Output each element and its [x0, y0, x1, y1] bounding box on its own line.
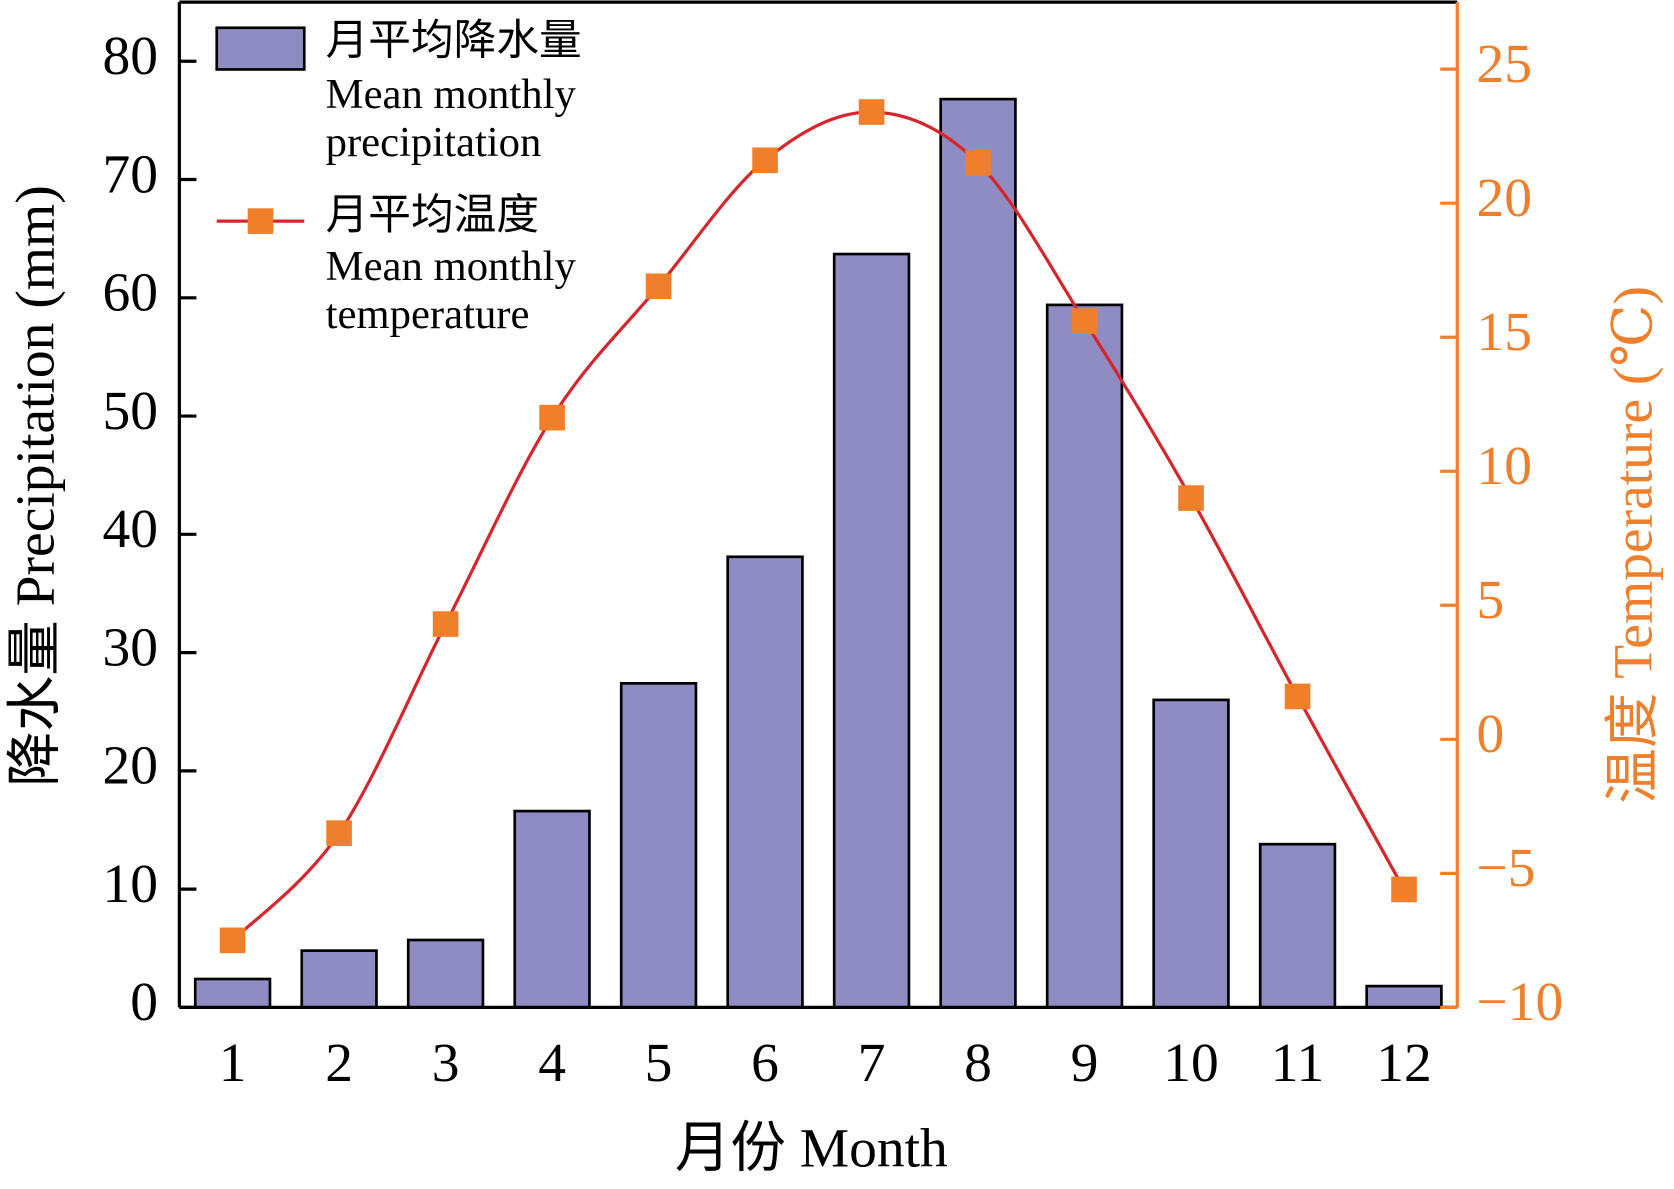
legend-label: 月平均温度 — [326, 192, 539, 239]
x-tick-label: 12 — [1376, 1033, 1431, 1094]
temperature-marker — [1284, 683, 1311, 710]
y2-tick-label: 10 — [1476, 436, 1531, 497]
bar — [193, 977, 272, 1009]
x-tick-label: 4 — [538, 1033, 566, 1094]
y2-axis-title: 温度 Temperature (℃) — [1604, 286, 1665, 804]
temperature-marker — [752, 147, 778, 174]
x-tick-label: 2 — [325, 1033, 353, 1094]
bar — [1258, 842, 1337, 1009]
x-tick-label: 1 — [219, 1033, 247, 1094]
bar — [619, 682, 698, 1009]
bar — [406, 938, 485, 1009]
y2-tick-label: 20 — [1476, 168, 1531, 229]
y2-tick-label: 5 — [1476, 570, 1504, 631]
legend-marker — [247, 208, 274, 234]
x-tick-label: 3 — [432, 1033, 460, 1094]
temperature-marker — [326, 820, 352, 846]
y2-tick-label: 0 — [1476, 704, 1504, 765]
legend-label: precipitation — [326, 119, 542, 166]
y-tick-label: 10 — [103, 854, 158, 915]
y-tick-label: 20 — [103, 736, 158, 797]
x-tick-label: 11 — [1271, 1033, 1324, 1094]
bar — [726, 555, 804, 1009]
x-tick-label: 7 — [858, 1033, 886, 1094]
bar — [1365, 984, 1443, 1009]
temperature-marker — [965, 150, 991, 176]
temperature-marker — [1178, 485, 1204, 511]
legend-label: 月平均降水量 — [326, 18, 582, 65]
x-tick-label: 8 — [964, 1033, 992, 1094]
temperature-marker — [645, 273, 672, 300]
y2-tick-label: 15 — [1476, 302, 1531, 363]
y-tick-label: 80 — [103, 26, 158, 87]
temperature-marker — [219, 927, 246, 954]
x-tick-label: 5 — [645, 1033, 673, 1094]
bar — [832, 252, 911, 1009]
legend-label: temperature — [326, 291, 530, 338]
bar — [513, 809, 591, 1009]
y-tick-label: 60 — [103, 263, 158, 324]
temperature-marker — [539, 404, 565, 431]
temperature-marker — [858, 99, 885, 125]
y-tick-label: 30 — [103, 617, 158, 678]
bar — [1152, 698, 1230, 1009]
y-tick-label: 50 — [103, 381, 158, 442]
y-tick-label: 0 — [130, 972, 158, 1033]
x-tick-label: 10 — [1163, 1033, 1218, 1094]
x-axis-title: 月份 Month — [675, 1118, 948, 1179]
legend-label: Mean monthly — [326, 243, 577, 290]
x-tick-label: 6 — [751, 1033, 779, 1094]
temperature-line — [231, 110, 1406, 942]
bar — [939, 97, 1017, 1009]
legend-swatch — [215, 26, 306, 71]
y-axis-title: 降水量 Precipitation (mm) — [5, 185, 66, 787]
y2-tick-label: −10 — [1476, 972, 1563, 1033]
y-tick-label: 70 — [103, 144, 158, 205]
bar — [1045, 303, 1124, 1009]
legend-label: Mean monthly — [326, 71, 577, 118]
y-tick-label: 40 — [103, 499, 158, 560]
bar — [300, 949, 378, 1009]
y2-tick-label: −5 — [1476, 838, 1535, 899]
temperature-marker — [432, 611, 459, 637]
y2-tick-label: 25 — [1476, 34, 1531, 95]
temperature-marker — [1391, 876, 1417, 903]
x-tick-label: 9 — [1071, 1033, 1099, 1094]
temperature-marker — [1071, 308, 1098, 334]
